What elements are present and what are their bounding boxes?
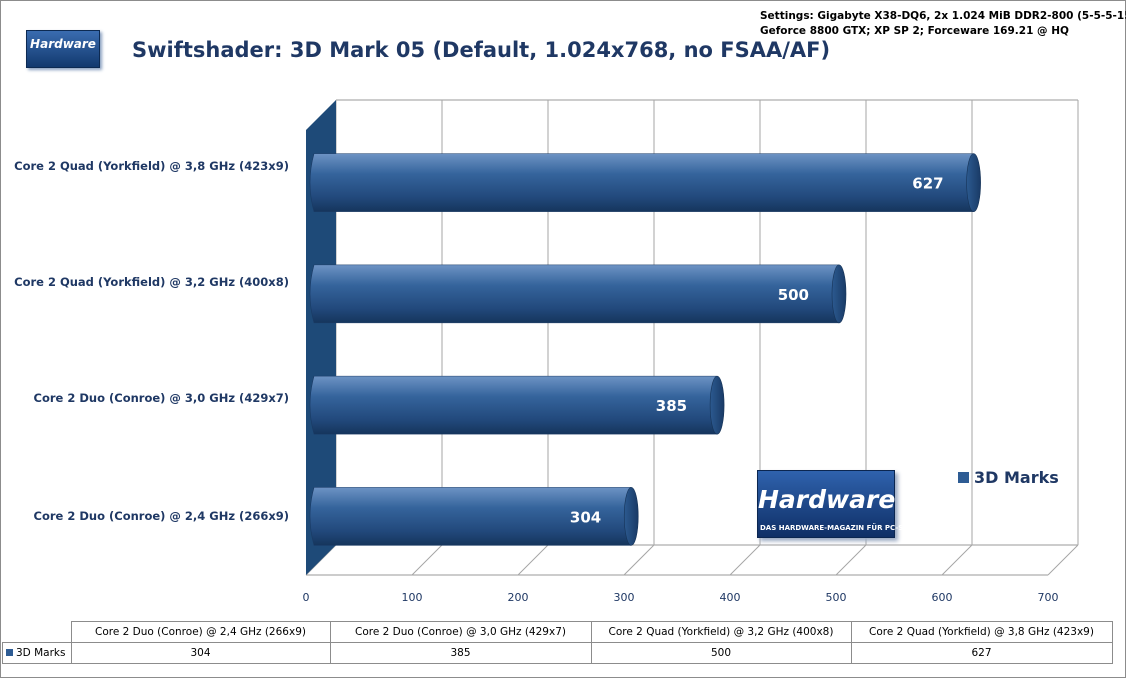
bar: 500 xyxy=(309,264,847,324)
data-table-col-header: Core 2 Duo (Conroe) @ 2,4 GHz (266x9) xyxy=(70,621,331,643)
bar-cap xyxy=(623,487,639,546)
x-tick-label: 300 xyxy=(614,591,635,604)
data-table-col-header: Core 2 Duo (Conroe) @ 3,0 GHz (429x7) xyxy=(329,621,592,643)
bar-body xyxy=(309,375,718,435)
floor-gridline xyxy=(835,544,867,576)
bar-value-label: 500 xyxy=(778,286,809,304)
data-table-col-header: Core 2 Quad (Yorkfield) @ 3,8 GHz (423x9… xyxy=(850,621,1113,643)
legend-label: 3D Marks xyxy=(974,468,1059,487)
data-table-cell: 500 xyxy=(590,642,852,664)
logo-small-text: Hardware xyxy=(30,37,96,51)
bar-value-label: 627 xyxy=(912,175,943,193)
pcgh-logo-small: Hardware xyxy=(26,30,100,68)
data-table-col-header: Core 2 Quad (Yorkfield) @ 3,2 GHz (400x8… xyxy=(590,621,852,643)
bar-layer: 627 500 385 304 xyxy=(309,153,981,546)
data-table-row: 3D Marks 304 385 500 627 xyxy=(2,642,1113,664)
bar-body xyxy=(309,264,840,324)
floor-gridline xyxy=(1047,544,1079,576)
settings-line-1: Settings: Gigabyte X38-DQ6, 2x 1.024 MiB… xyxy=(760,10,1126,22)
chart-title: Swiftshader: 3D Mark 05 (Default, 1.024x… xyxy=(132,38,831,62)
settings-note: Settings: Gigabyte X38-DQ6, 2x 1.024 MiB… xyxy=(760,9,1126,39)
floor-gridline xyxy=(411,544,443,576)
data-table-cell: 627 xyxy=(850,642,1113,664)
category-label: Core 2 Quad (Yorkfield) @ 3,8 GHz (423x9… xyxy=(14,159,289,173)
category-label: Core 2 Duo (Conroe) @ 3,0 GHz (429x7) xyxy=(33,391,289,405)
data-table-row-label-text: 3D Marks xyxy=(16,647,66,659)
x-tick-label: 500 xyxy=(826,591,847,604)
data-table-header-row: Core 2 Duo (Conroe) @ 2,4 GHz (266x9) Co… xyxy=(2,621,1113,643)
wall-layer xyxy=(306,100,336,575)
data-table-cell: 385 xyxy=(329,642,592,664)
floor-gridline xyxy=(623,544,655,576)
floor-gridline xyxy=(517,544,549,576)
legend: 3D Marks xyxy=(958,468,1059,487)
x-tick-label: 0 xyxy=(303,591,310,604)
category-label: Core 2 Duo (Conroe) @ 2,4 GHz (266x9) xyxy=(33,509,289,523)
bar: 627 xyxy=(309,153,981,212)
x-tick-label: 600 xyxy=(932,591,953,604)
bar: 304 xyxy=(309,487,639,546)
settings-line-2: Geforce 8800 GTX; XP SP 2; Forceware 169… xyxy=(760,25,1069,37)
category-label: Core 2 Quad (Yorkfield) @ 3,2 GHz (400x8… xyxy=(14,275,289,289)
data-table-swatch xyxy=(6,649,13,656)
x-tick-label: 200 xyxy=(508,591,529,604)
logo-large-text: Hardware xyxy=(758,485,896,514)
bar-cap xyxy=(709,375,725,435)
logo-large-tagline: DAS HARDWARE-MAGAZIN FÜR PC-SPIELER xyxy=(760,524,931,532)
floor-gridline xyxy=(729,544,761,576)
bar-cap xyxy=(966,153,981,212)
legend-swatch xyxy=(958,472,969,483)
data-table-cell: 304 xyxy=(70,642,331,664)
bar-value-label: 304 xyxy=(570,508,601,526)
bar: 385 xyxy=(309,375,725,435)
bar-body xyxy=(309,153,974,212)
tick-layer: 0 100 200 300 400 500 600 700 xyxy=(303,591,1059,604)
left-wall xyxy=(306,100,336,575)
data-table-corner xyxy=(2,621,72,643)
x-tick-label: 100 xyxy=(402,591,423,604)
pcgh-logo-large: Hardware DAS HARDWARE-MAGAZIN FÜR PC-SPI… xyxy=(757,470,931,538)
data-table-row-label: 3D Marks xyxy=(2,642,72,664)
bar-value-label: 385 xyxy=(656,397,687,415)
data-table: Core 2 Duo (Conroe) @ 2,4 GHz (266x9) Co… xyxy=(2,621,1113,664)
bar-body xyxy=(309,487,632,546)
x-tick-label: 700 xyxy=(1038,591,1059,604)
bar-cap xyxy=(831,264,847,324)
floor-gridline xyxy=(941,544,973,576)
x-tick-label: 400 xyxy=(720,591,741,604)
